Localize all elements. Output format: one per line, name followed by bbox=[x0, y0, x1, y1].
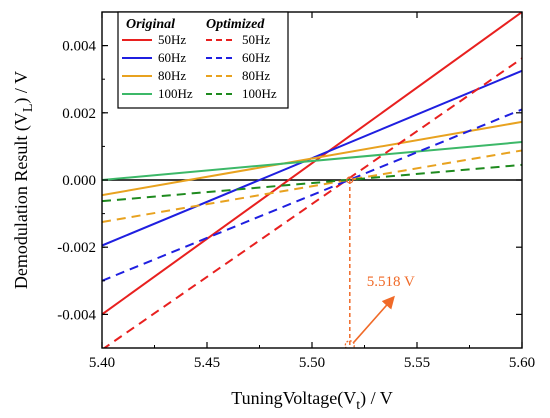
legend-label-original-80hz: 80Hz bbox=[158, 68, 186, 83]
legend-label-original-100hz: 100Hz bbox=[158, 86, 193, 101]
axis-labels: 5.518 V 5.40 5.45 5.50 5.55 5.60 -0.004 -0.002 0… bbox=[11, 39, 535, 413]
legend-header-original: Original bbox=[126, 17, 175, 32]
series-line-original-80hz bbox=[102, 120, 522, 197]
x-tick-label: 5.55 bbox=[404, 355, 430, 371]
y-tick-label: 0.004 bbox=[62, 39, 96, 55]
annotation-intercept-marker bbox=[346, 176, 354, 184]
y-tick-label: 0.002 bbox=[62, 106, 96, 122]
x-axis-label: TuningVoltage(Vt) / V bbox=[231, 388, 393, 413]
legend: Original Optimized50Hz60Hz80Hz100Hz50Hz60… bbox=[117, 11, 289, 109]
series-layer bbox=[102, 12, 522, 348]
x-axis-label-main: TuningVoltage(V bbox=[231, 388, 356, 409]
axes-layer bbox=[101, 11, 523, 349]
x-tick-label: 5.50 bbox=[299, 355, 325, 371]
annotation-layer bbox=[344, 176, 395, 348]
series-line-optimized-60hz bbox=[102, 108, 522, 282]
legend-label-optimized-100hz: 100Hz bbox=[242, 86, 277, 101]
y-axis-label-main: Demodulation Result (V bbox=[11, 112, 32, 289]
x-tick-label: 5.40 bbox=[89, 355, 115, 371]
legend-label-optimized-60hz: 60Hz bbox=[242, 50, 270, 65]
legend-header-optimized: Optimized bbox=[206, 17, 265, 32]
y-axis-label: Demodulation Result (VL) / V bbox=[11, 71, 36, 289]
x-tick-label: 5.45 bbox=[194, 355, 220, 371]
x-axis-label-sub: t bbox=[356, 398, 360, 413]
y-axis-label-sub: L bbox=[21, 104, 36, 113]
y-tick-label: -0.002 bbox=[57, 240, 96, 256]
legend-label-optimized-50hz: 50Hz bbox=[242, 32, 270, 47]
y-tick-label: -0.004 bbox=[57, 307, 96, 323]
series-line-optimized-100hz bbox=[102, 163, 522, 203]
legend-label-optimized-80hz: 80Hz bbox=[242, 68, 270, 83]
y-axis-label-unit: ) / V bbox=[11, 71, 32, 104]
series-line-optimized-80hz bbox=[102, 149, 522, 223]
series-line-original-50hz bbox=[102, 12, 522, 316]
legend-box bbox=[117, 11, 289, 109]
annotation-text: 5.518 V bbox=[367, 274, 415, 290]
legend-label-original-60hz: 60Hz bbox=[158, 50, 186, 65]
series-line-original-100hz bbox=[102, 141, 522, 181]
annotation-arrow bbox=[353, 295, 395, 343]
x-axis-label-unit: ) / V bbox=[360, 388, 393, 409]
y-tick-label: 0.000 bbox=[62, 173, 96, 189]
series-line-optimized-50hz bbox=[102, 57, 522, 348]
x-tick-label: 5.60 bbox=[509, 355, 535, 371]
annotation-circle-marker bbox=[344, 340, 355, 348]
legend-label-original-50hz: 50Hz bbox=[158, 32, 186, 47]
